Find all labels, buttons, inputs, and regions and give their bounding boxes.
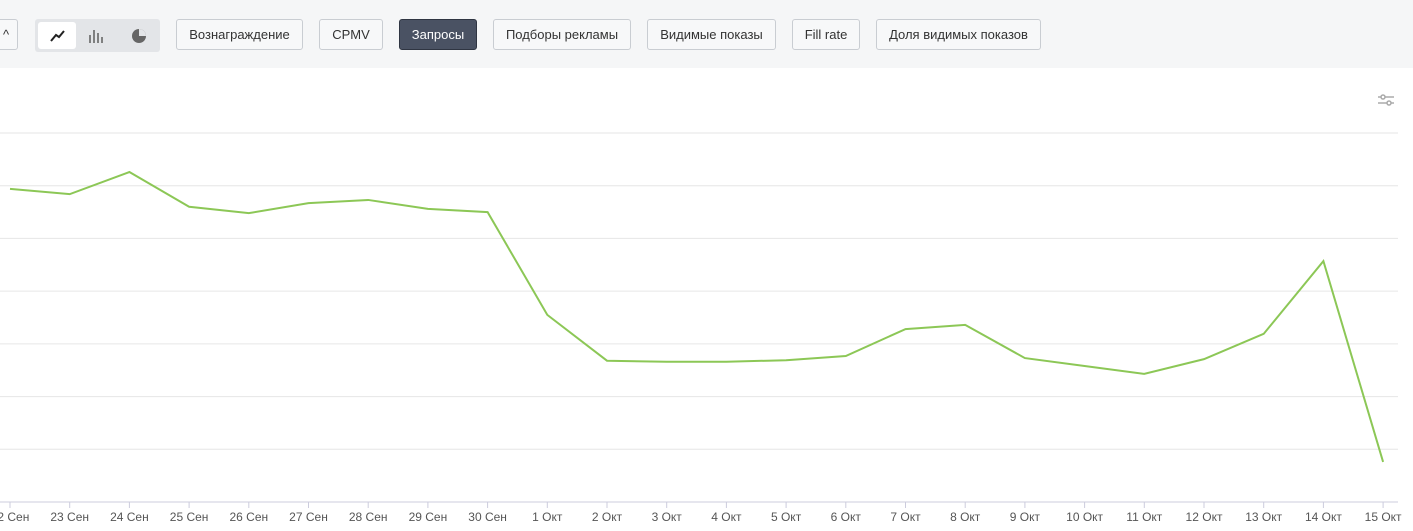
pie-chart-toggle[interactable] (130, 27, 148, 45)
metric-button[interactable]: Доля видимых показов (876, 19, 1041, 50)
x-tick-label: 6 Окт (831, 510, 862, 524)
bar-chart-toggle[interactable] (87, 27, 107, 45)
collapse-button[interactable]: ^ (0, 19, 18, 50)
metric-button[interactable]: Подборы рекламы (493, 19, 631, 50)
metric-button[interactable]: Видимые показы (647, 19, 776, 50)
chart-type-group (35, 19, 160, 52)
x-tick-label: 27 Сен (289, 510, 328, 524)
x-tick-label: 2 Окт (592, 510, 623, 524)
x-tick-label: 10 Окт (1066, 510, 1103, 524)
x-tick-label: 22 Сен (0, 510, 29, 524)
toolbar: ^ Вознаграждение CPMV Запросы Подборы рекла… (0, 0, 1413, 68)
x-tick-label: 12 Окт (1186, 510, 1223, 524)
x-tick-label: 3 Окт (652, 510, 683, 524)
settings-icon[interactable] (1378, 94, 1394, 106)
x-tick-label: 7 Окт (890, 510, 921, 524)
x-tick-label: 8 Окт (950, 510, 981, 524)
x-tick-label: 9 Окт (1010, 510, 1041, 524)
metric-button[interactable]: Запросы (399, 19, 477, 50)
x-tick-label: 11 Окт (1126, 510, 1163, 524)
x-tick-label: 14 Окт (1305, 510, 1342, 524)
x-tick-label: 28 Сен (349, 510, 388, 524)
line-chart-toggle[interactable] (38, 22, 76, 49)
x-tick-label: 4 Окт (711, 510, 742, 524)
x-tick-label: 29 Сен (409, 510, 448, 524)
x-tick-label: 13 Окт (1245, 510, 1282, 524)
x-tick-label: 25 Сен (170, 510, 209, 524)
metric-button[interactable]: CPMV (319, 19, 383, 50)
x-tick-label: 24 Сен (110, 510, 149, 524)
x-tick-label: 1 Окт (532, 510, 563, 524)
line-icon (50, 30, 65, 42)
x-tick-label: 26 Сен (229, 510, 268, 524)
metric-button[interactable]: Fill rate (792, 19, 860, 50)
data-line (9, 170, 1385, 463)
x-tick-label: 23 Сен (50, 510, 89, 524)
x-tick-label: 15 Окт (1365, 510, 1402, 524)
x-tick-label: 30 Сен (468, 510, 507, 524)
x-tick-label: 5 Окт (771, 510, 802, 524)
chart: 22 Сен 23 Сен 24 Сен 25 Сен 26 Сен 27 Сен 28 С… (0, 94, 1402, 524)
metric-button[interactable]: Вознаграждение (176, 19, 303, 50)
